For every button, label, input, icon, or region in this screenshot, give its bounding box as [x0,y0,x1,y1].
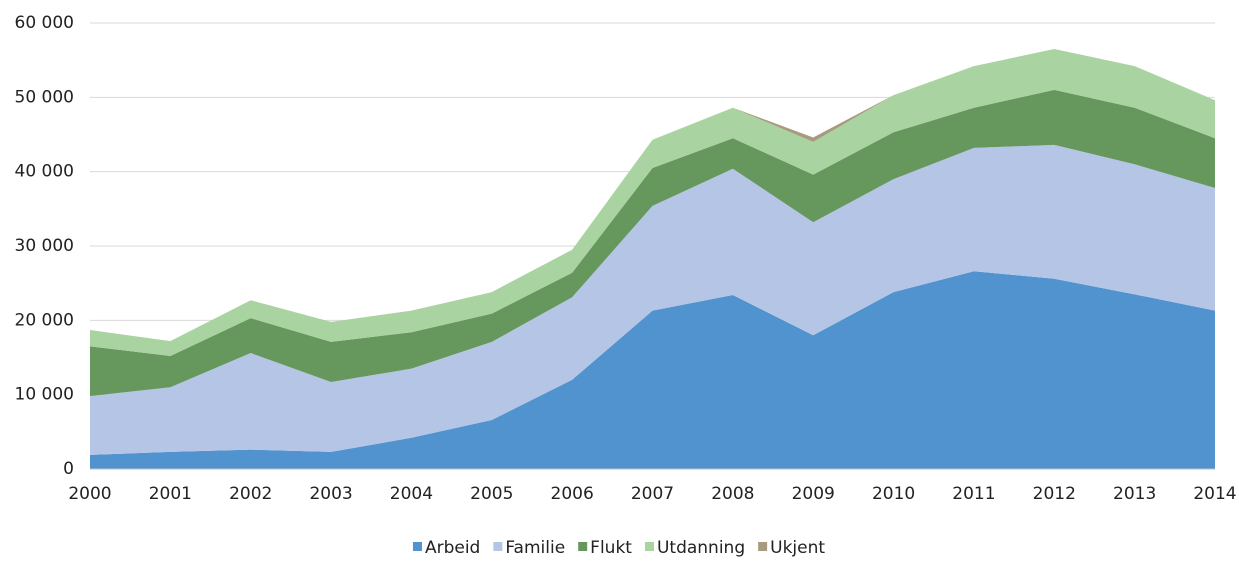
legend-item: Utdanning [644,538,745,558]
x-tick-label: 2004 [390,484,433,504]
x-tick-label: 2011 [952,484,995,504]
legend-label: Flukt [590,538,632,558]
area [90,271,1215,469]
legend-item: Ukjent [758,538,825,558]
area [90,89,1215,397]
x-tick-label: 2012 [1033,484,1076,504]
x-tick-label: 2000 [68,484,111,504]
x-tick-label: 2013 [1113,484,1156,504]
legend-swatch [758,542,768,551]
x-tick-label: 2005 [470,484,513,504]
y-tick-label: 20 000 [15,310,74,330]
x-tick-label: 2014 [1193,484,1236,504]
x-tick-label: 2007 [631,484,674,504]
legend-swatch [412,542,422,551]
x-tick-label: 2003 [309,484,352,504]
area [90,49,1215,357]
legend-swatch [493,542,503,551]
area [90,144,1215,455]
y-tick-label: 0 [63,459,74,479]
x-tick-label: 2001 [149,484,192,504]
x-tick-label: 2010 [872,484,915,504]
y-tick-label: 40 000 [15,162,74,182]
legend-label: Ukjent [770,538,825,558]
legend-label: Arbeid [425,538,480,558]
x-tick-label: 2009 [792,484,835,504]
y-tick-label: 10 000 [15,385,74,405]
y-tick-label: 50 000 [15,87,74,107]
legend-label: Utdanning [657,538,745,558]
legend-swatch [578,542,588,551]
legend-item: Arbeid [412,538,480,558]
x-tick-label: 2002 [229,484,272,504]
y-tick-label: 60 000 [15,13,74,33]
legend-swatch [644,542,654,551]
legend-label: Familie [505,538,565,558]
legend-item: Familie [493,538,565,558]
legend-item: Flukt [578,538,632,558]
x-tick-label: 2008 [711,484,754,504]
y-tick-label: 30 000 [15,236,74,256]
x-tick-label: 2006 [551,484,594,504]
